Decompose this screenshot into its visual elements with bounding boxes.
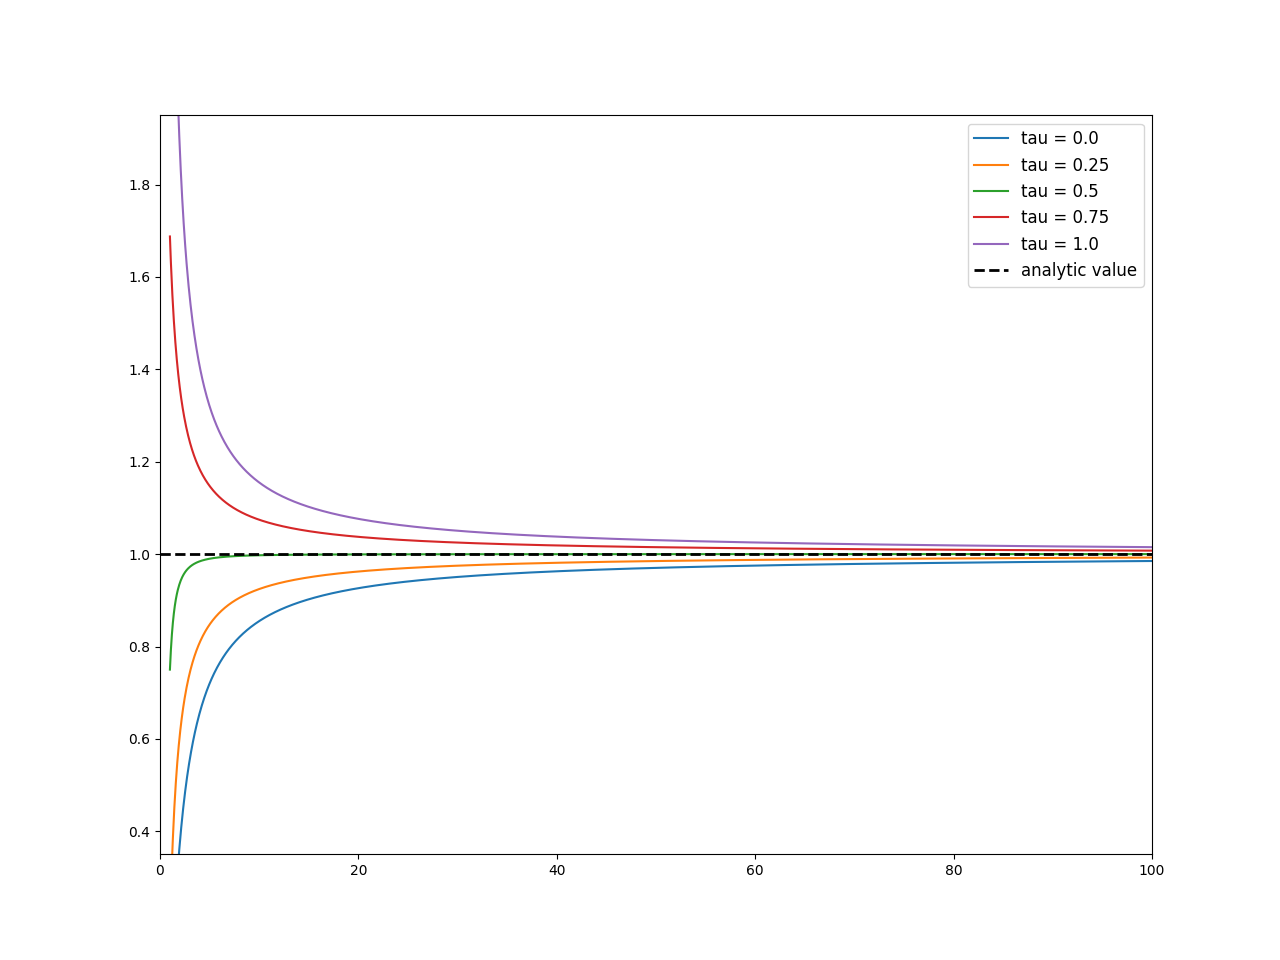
tau = 0.5 xyxy=(212,551,228,563)
tau = 0.5 xyxy=(1115,548,1130,560)
tau = 0.75 xyxy=(212,492,228,503)
Line: tau = 0.5: tau = 0.5 xyxy=(170,554,1152,670)
tau = 0.0 xyxy=(613,564,628,575)
tau = 0.75 xyxy=(1115,544,1130,556)
tau = 0.25 xyxy=(613,556,628,567)
Line: tau = 0.75: tau = 0.75 xyxy=(170,236,1152,551)
tau = 0.0 xyxy=(936,557,951,568)
tau = 0.0 xyxy=(212,657,228,668)
tau = 0.25 xyxy=(1144,552,1160,564)
tau = 1.0 xyxy=(1144,541,1160,553)
tau = 0.5 xyxy=(613,548,628,560)
Line: tau = 0.25: tau = 0.25 xyxy=(170,558,1152,929)
tau = 1.0 xyxy=(1116,541,1132,553)
tau = 0.25 xyxy=(1116,552,1132,564)
tau = 0.0 xyxy=(1144,555,1160,566)
tau = 0.5 xyxy=(936,548,951,560)
tau = 1.0 xyxy=(212,427,228,439)
tau = 0.5 xyxy=(1116,548,1132,560)
tau = 0.75 xyxy=(1116,544,1132,556)
tau = 0.25 xyxy=(163,924,178,935)
tau = 0.5 xyxy=(1144,548,1160,560)
tau = 0.0 xyxy=(1116,556,1132,567)
Legend: tau = 0.0, tau = 0.25, tau = 0.5, tau = 0.75, tau = 1.0, analytic value: tau = 0.0, tau = 0.25, tau = 0.5, tau = … xyxy=(968,124,1143,286)
tau = 0.75 xyxy=(613,540,628,552)
analytic value xyxy=(163,548,178,560)
tau = 1.0 xyxy=(613,534,628,545)
tau = 1.0 xyxy=(640,534,655,545)
tau = 0.25 xyxy=(936,553,951,564)
tau = 0.25 xyxy=(1115,552,1130,564)
tau = 0.75 xyxy=(163,230,178,242)
tau = 0.5 xyxy=(640,548,655,560)
tau = 0.0 xyxy=(640,563,655,574)
Line: tau = 0.0: tau = 0.0 xyxy=(170,561,1152,960)
tau = 1.0 xyxy=(936,540,951,551)
Line: tau = 1.0: tau = 1.0 xyxy=(170,0,1152,547)
tau = 1.0 xyxy=(1115,541,1130,553)
tau = 0.75 xyxy=(1144,545,1160,557)
tau = 0.5 xyxy=(163,664,178,676)
tau = 0.75 xyxy=(936,544,951,556)
analytic value xyxy=(152,548,168,560)
tau = 0.75 xyxy=(640,541,655,553)
tau = 0.0 xyxy=(1115,556,1130,567)
tau = 0.25 xyxy=(212,607,228,618)
tau = 0.25 xyxy=(640,556,655,567)
